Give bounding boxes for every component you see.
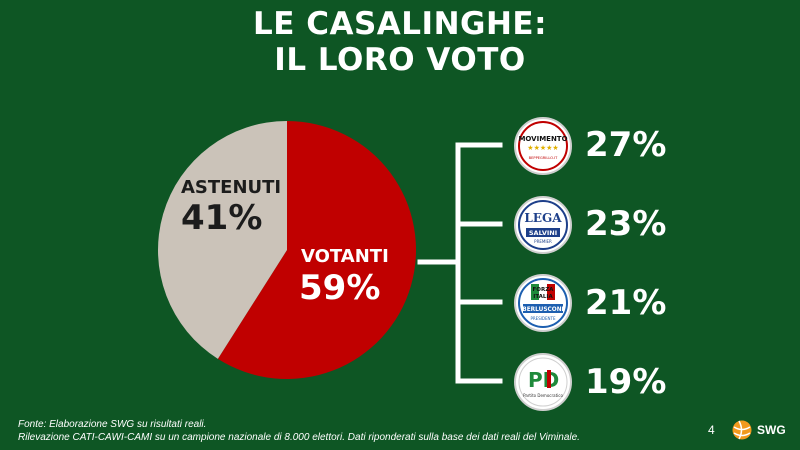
m5s-logo: MOVIMENTO ★★★★★ BEPPEGRILLO.IT xyxy=(514,117,572,175)
m5s-logo-stars: ★★★★★ xyxy=(527,144,558,152)
fi-logo-name: BERLUSCONI xyxy=(522,307,563,313)
pd-logo-sub: Partito Democratico xyxy=(523,393,563,398)
source-note: Fonte: Elaborazione SWG su risultati rea… xyxy=(18,418,580,444)
source-line-2: Rilevazione CATI-CAWI-CAMI su un campion… xyxy=(18,432,580,443)
lega-logo: LEGA SALVINI PREMIER xyxy=(514,196,572,254)
fi-logo-sub: PRESIDENTE xyxy=(530,316,555,321)
slice-label-astenuti: ASTENUTI xyxy=(181,177,282,198)
slice-label-votanti: VOTANTI xyxy=(301,246,389,267)
source-line-1: Fonte: Elaborazione SWG su risultati rea… xyxy=(18,419,207,430)
swg-brand-name: SWG xyxy=(757,423,786,437)
lega-percentage: 23% xyxy=(585,204,667,244)
slide-title: LE CASALINGHE: IL LORO VOTO xyxy=(0,6,800,78)
forza-italia-percentage: 21% xyxy=(585,283,667,323)
lega-logo-premier: PREMIER xyxy=(534,239,552,244)
forza-italia-logo: FORZA ITALIA BERLUSCONI PRESIDENTE xyxy=(514,274,572,332)
lega-logo-text: LEGA xyxy=(524,211,562,225)
fi-logo-italia: ITALIA xyxy=(533,294,553,300)
page-number: 4 xyxy=(708,423,715,437)
pd-logo: PD Partito Democratico xyxy=(514,353,572,411)
title-line-2: IL LORO VOTO xyxy=(274,42,526,78)
m5s-logo-url: BEPPEGRILLO.IT xyxy=(529,156,558,160)
pd-percentage: 19% xyxy=(585,362,667,402)
m5s-percentage: 27% xyxy=(585,125,667,165)
pie-slice-votanti xyxy=(217,121,416,379)
pd-logo-text: PD xyxy=(528,368,559,392)
slice-value-votanti: 59% xyxy=(299,268,381,308)
swg-logo: SWG xyxy=(731,419,786,441)
fi-logo-forza: FORZA xyxy=(533,287,555,293)
title-line-1: LE CASALINGHE: xyxy=(253,6,547,42)
lega-logo-salvini: SALVINI xyxy=(529,229,557,237)
pie-slice-astenuti xyxy=(157,121,287,359)
swg-ball-icon xyxy=(732,420,752,440)
m5s-logo-text: MOVIMENTO xyxy=(518,135,567,143)
slice-value-astenuti: 41% xyxy=(181,198,263,238)
